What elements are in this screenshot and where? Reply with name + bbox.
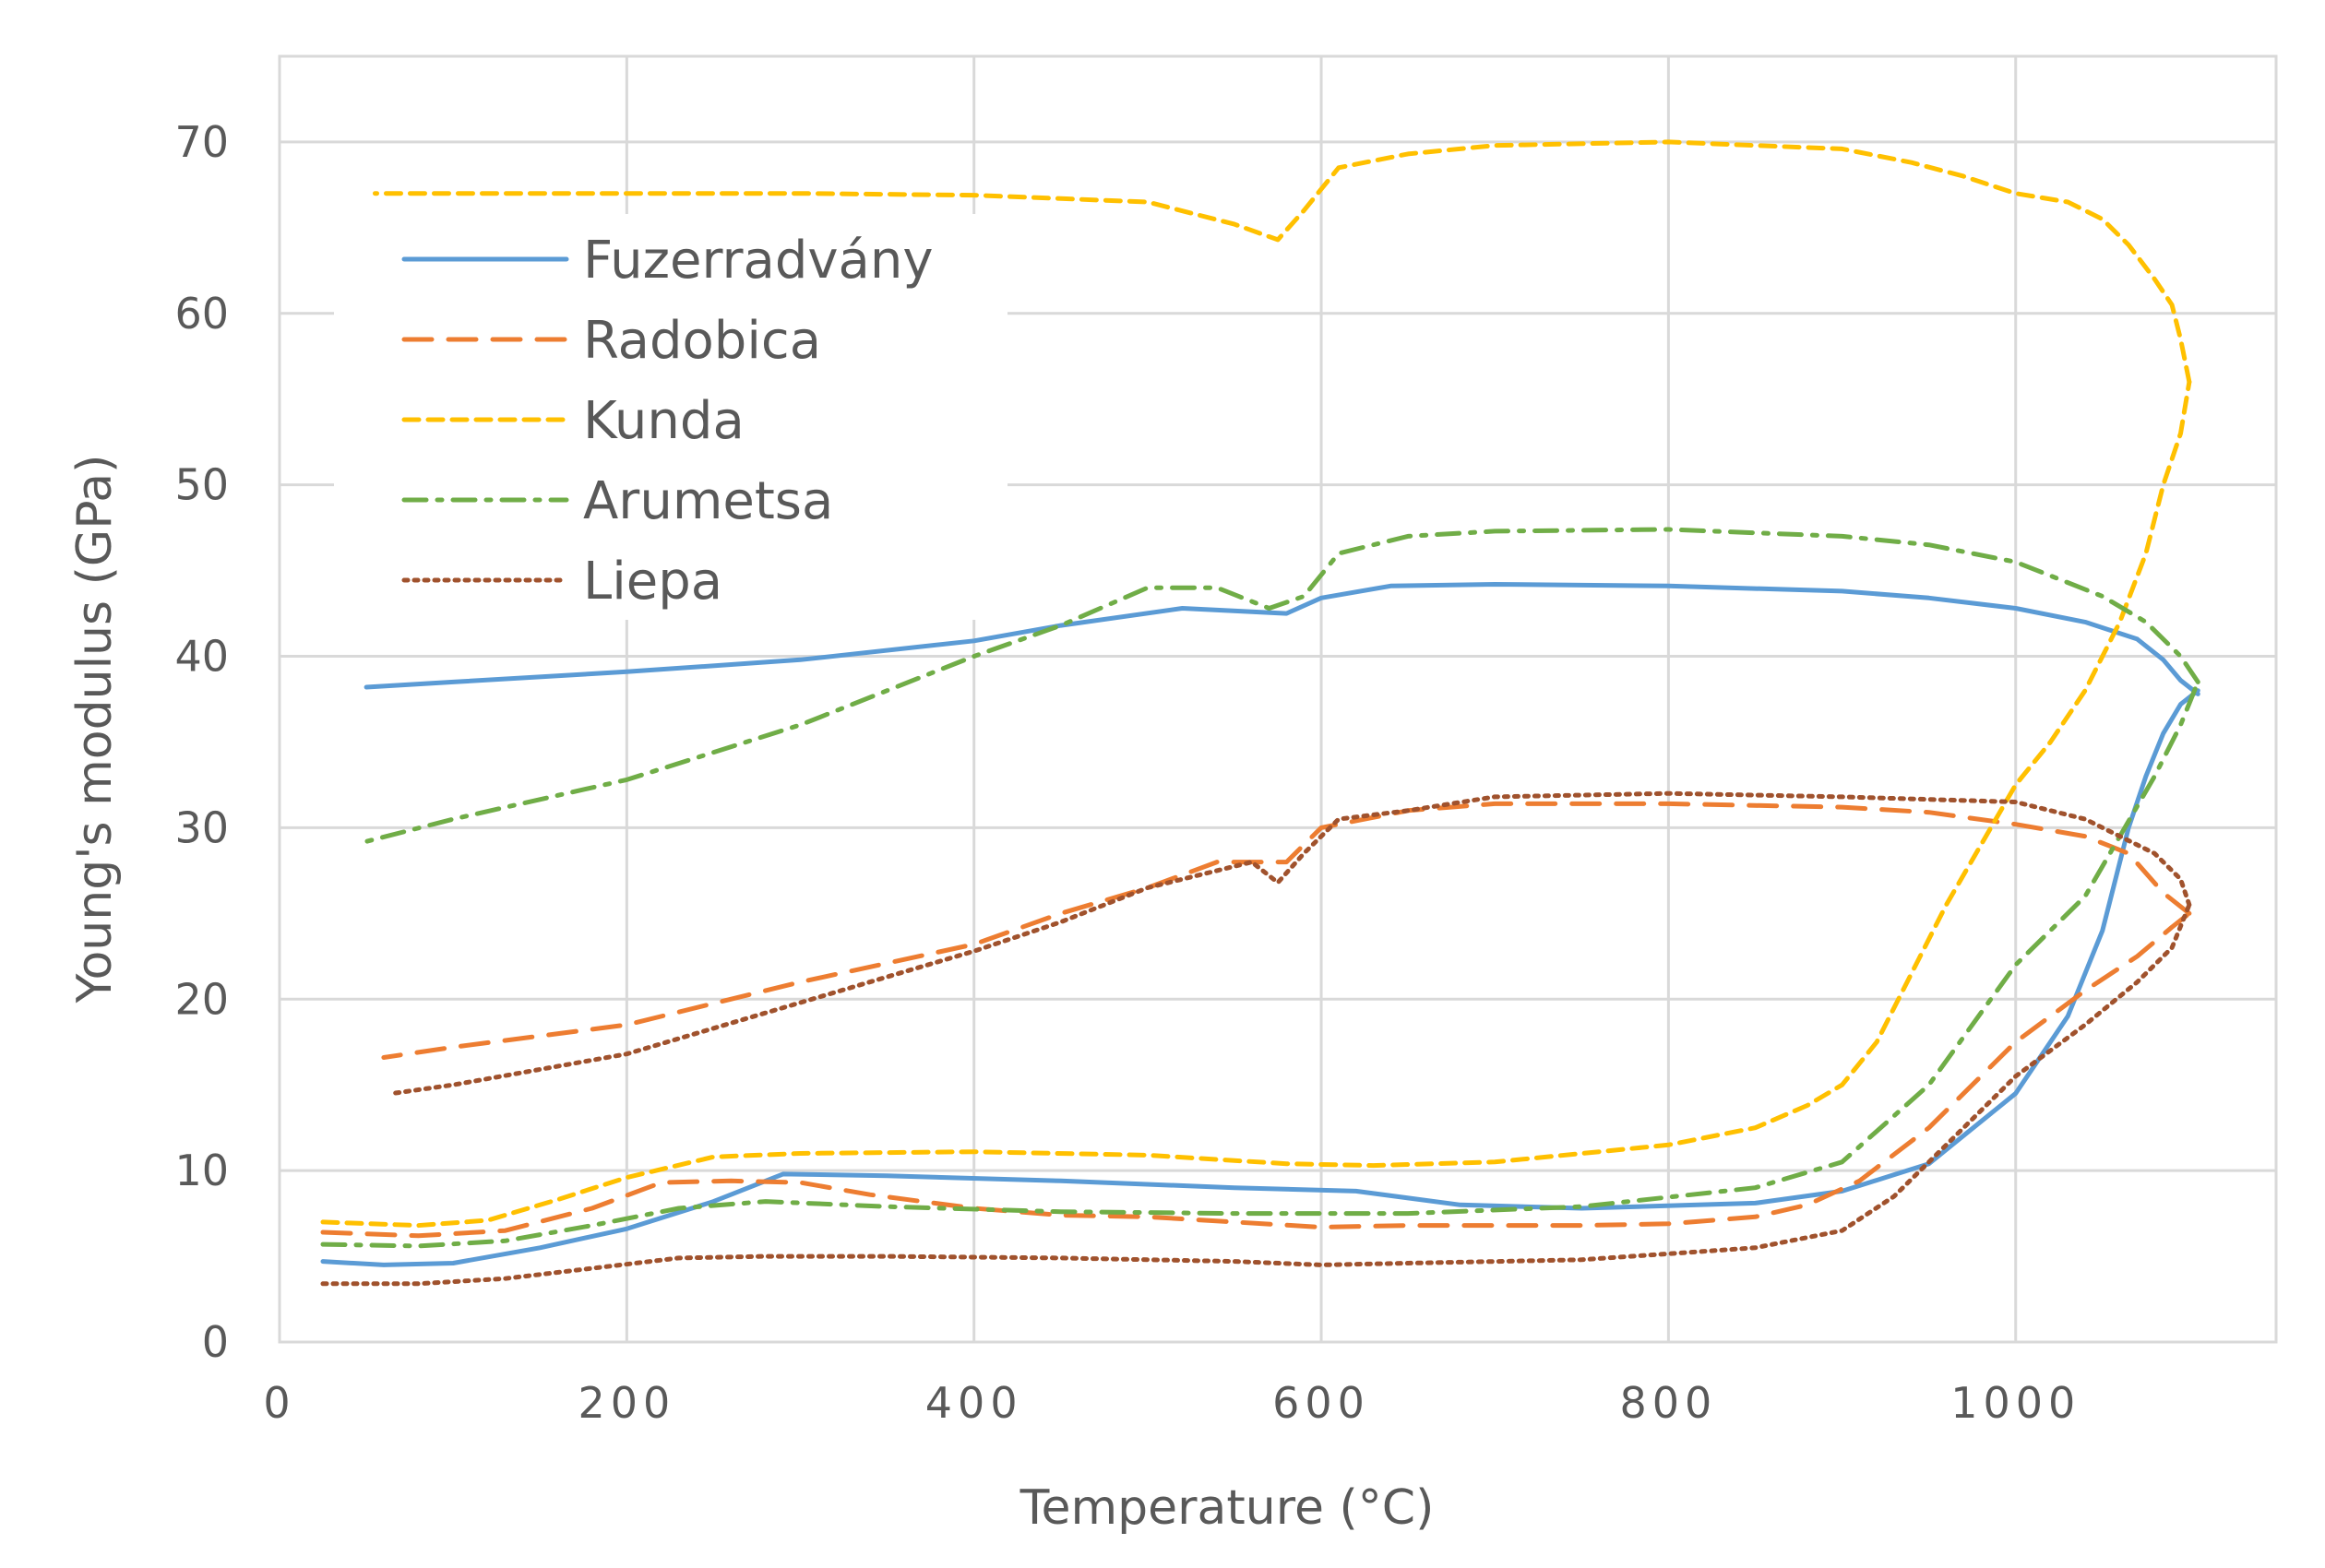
series-layer (320, 139, 2200, 1287)
x-tick-label: 400 (925, 1378, 1023, 1428)
y-axis-ticks: 0 10 20 30 40 50 60 70 (174, 117, 229, 1367)
y-tick-label: 70 (174, 117, 229, 167)
legend-label-arumetsa: Arumetsa (583, 471, 833, 531)
series-fuzerradvany-cooling-line (364, 582, 2200, 696)
y-tick-label: 40 (174, 632, 229, 682)
x-tick-label: 200 (578, 1378, 675, 1428)
x-tick-label: 1000 (1950, 1378, 2081, 1428)
x-axis-title: Temperature (°C) (1019, 1480, 1435, 1536)
series-radobica-cooling-line (381, 801, 2192, 1060)
legend-label-fuzerradvany: Fuzerradvány (583, 231, 934, 291)
series-liepa-cooling-line (389, 790, 2192, 1096)
legend-label-kunda: Kunda (583, 391, 745, 451)
series-kunda-heating-line (320, 379, 2192, 1229)
series-arumetsa-heating-line (320, 679, 2200, 1249)
y-tick-label: 30 (174, 802, 229, 852)
series-liepa-heating-line (320, 902, 2192, 1287)
x-tick-label: 600 (1272, 1378, 1370, 1428)
y-tick-label: 60 (174, 289, 229, 339)
y-axis-title: Young's modulus (GPa) (67, 455, 123, 1004)
series-arumetsa-cooling-line (364, 527, 2200, 844)
plot-area-frame (278, 54, 2278, 1344)
y-tick-label: 10 (174, 1146, 229, 1195)
legend: Fuzerradvány Radobica Kunda Arumetsa Liepa (334, 214, 1008, 620)
x-tick-label: 0 (263, 1378, 295, 1428)
legend-label-radobica: Radobica (583, 311, 821, 371)
series-kunda-cooling-line (373, 139, 2192, 385)
x-axis-ticks: 0 200 400 600 800 1000 (263, 1378, 2081, 1428)
y-tick-label: 0 (202, 1317, 229, 1367)
y-tick-label: 20 (174, 974, 229, 1024)
legend-background (334, 214, 1008, 620)
series-fuzerradvany-heating-line (320, 688, 2200, 1267)
y-tick-label: 50 (174, 460, 229, 510)
x-tick-label: 800 (1619, 1378, 1717, 1428)
legend-label-liepa: Liepa (583, 552, 722, 612)
